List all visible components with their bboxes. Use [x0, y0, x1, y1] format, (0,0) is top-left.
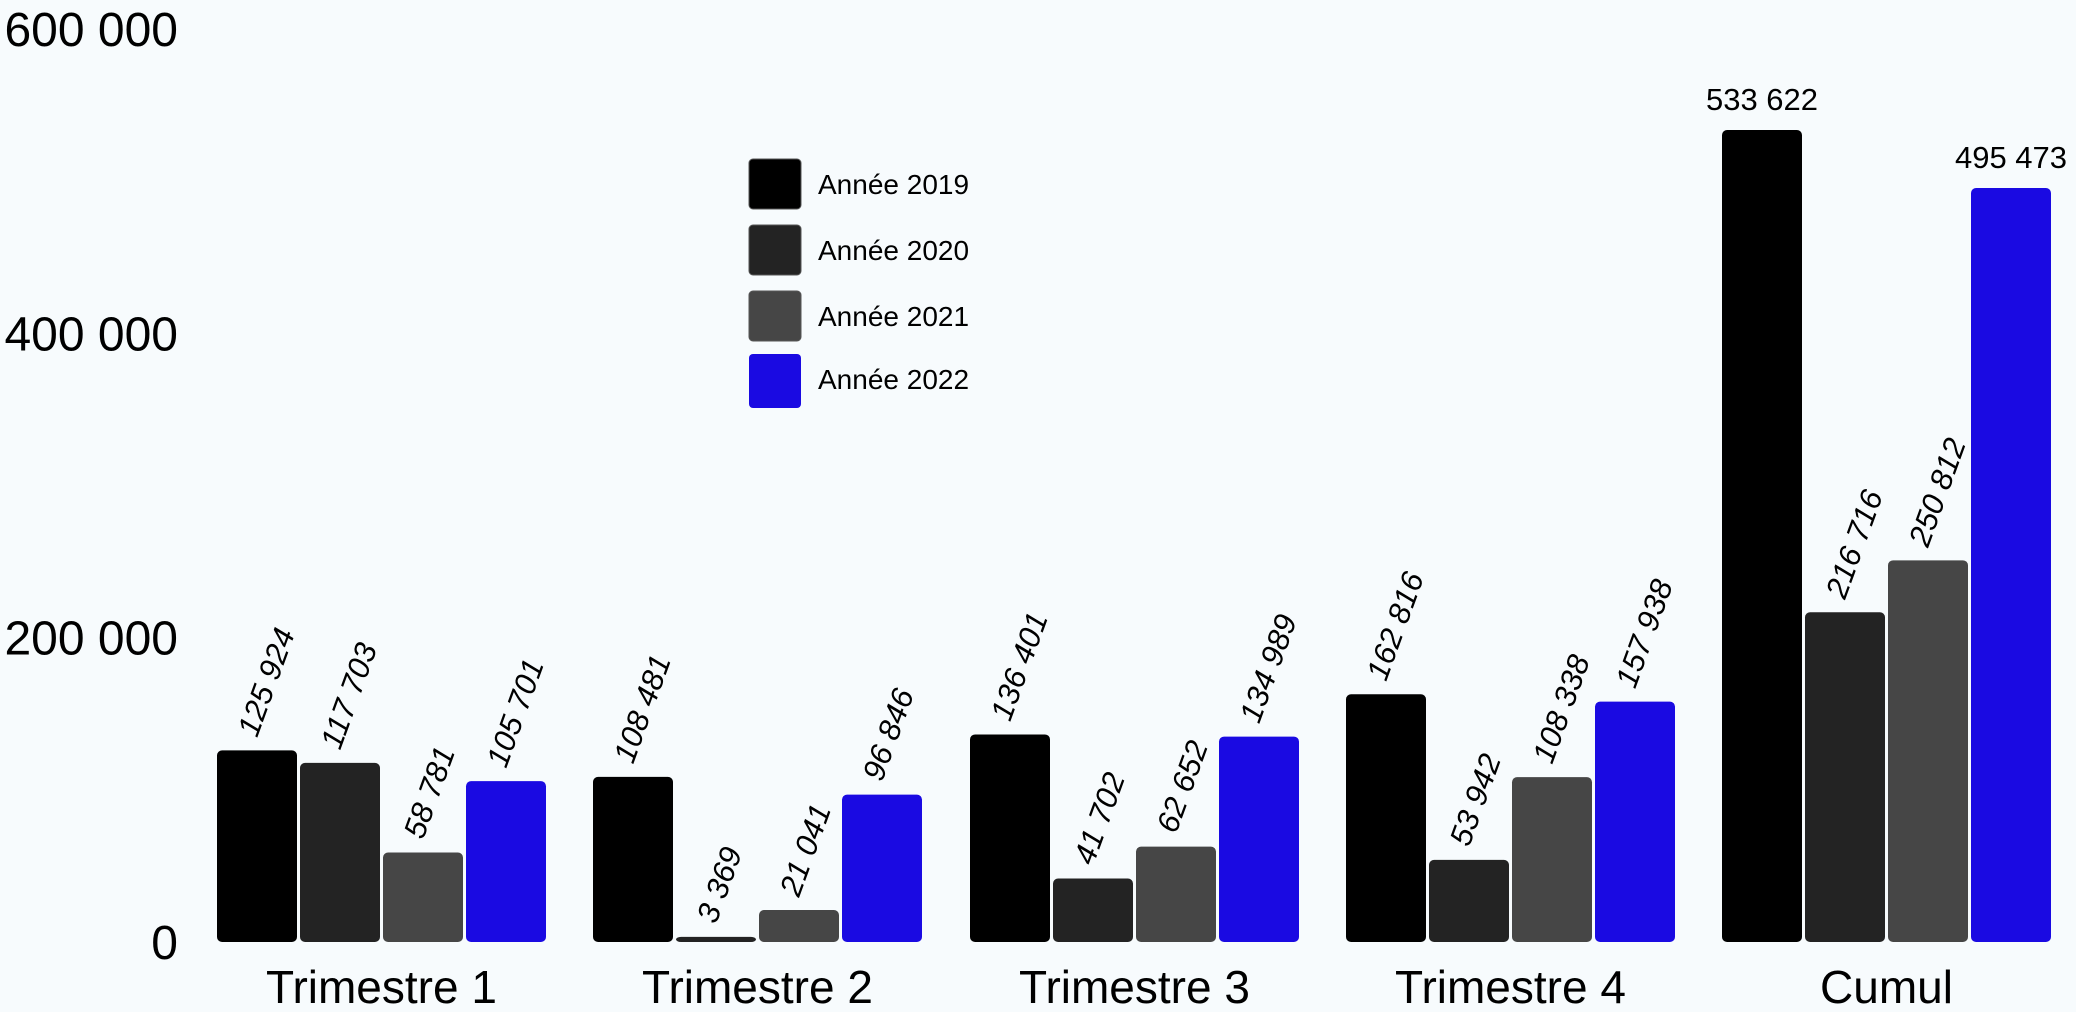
bar: [1053, 878, 1133, 942]
x-category-label: Trimestre 4: [1395, 961, 1626, 1012]
y-tick-label: 400 000: [4, 308, 178, 361]
bar: [466, 781, 546, 942]
x-category-label: Trimestre 1: [266, 961, 497, 1012]
bar: [383, 852, 463, 942]
legend-label: Année 2021: [818, 301, 969, 332]
data-label: 21 041: [772, 799, 838, 901]
bar: [1971, 188, 2051, 943]
data-label: 3 369: [690, 842, 749, 927]
bars: [217, 130, 2051, 943]
x-category-label: Trimestre 2: [642, 961, 873, 1012]
bar: [759, 909, 839, 942]
bar: [1219, 736, 1299, 942]
bar: [1429, 859, 1509, 942]
legend-label: Année 2022: [818, 364, 969, 395]
bar: [300, 762, 380, 942]
legend-label: Année 2019: [818, 169, 969, 200]
data-label: 136 401: [984, 608, 1055, 725]
y-tick-label: 0: [151, 917, 178, 970]
data-label: 250 812: [1901, 433, 1973, 551]
legend-swatch: [748, 158, 802, 210]
y-tick-label: 600 000: [4, 4, 178, 57]
data-label: 162 816: [1360, 567, 1431, 685]
data-label: 58 781: [397, 742, 462, 843]
legend-swatch: [749, 354, 801, 408]
data-label: 108 338: [1526, 650, 1597, 768]
legend-swatch: [748, 290, 802, 342]
bar: [1136, 846, 1216, 942]
data-label: 108 481: [607, 650, 678, 767]
x-axis: Trimestre 1 Trimestre 2 Trimestre 3 Trimest…: [266, 961, 1953, 1012]
legend: Année 2019 Année 2020 Année 2021 Année 2022: [748, 158, 969, 408]
data-label: 495 473: [1955, 140, 2067, 175]
bar: [1595, 701, 1675, 942]
data-label: 134 989: [1233, 610, 1304, 727]
bar: [970, 734, 1050, 942]
data-label: 53 942: [1443, 749, 1508, 850]
y-axis: 0 200 000 400 000 600 000: [4, 4, 178, 970]
bar: [1512, 777, 1592, 942]
bar: [1888, 560, 1968, 942]
data-label: 125 924: [231, 624, 302, 741]
data-label: 157 938: [1609, 574, 1680, 692]
data-label: 62 652: [1150, 736, 1215, 837]
data-label: 96 846: [856, 683, 922, 785]
bar: [1805, 612, 1885, 942]
data-label: 41 702: [1067, 768, 1132, 869]
bar: [1346, 694, 1426, 942]
bar: [1722, 130, 1802, 942]
legend-swatch: [748, 224, 802, 276]
data-label: 117 703: [314, 638, 384, 753]
data-label: 105 701: [480, 654, 551, 771]
bar: [217, 750, 297, 942]
data-label: 216 716: [1818, 485, 1890, 604]
x-category-label: Cumul: [1820, 961, 1953, 1012]
bar: [593, 776, 673, 942]
data-label: 533 622: [1706, 82, 1818, 117]
bar: [676, 936, 756, 942]
x-category-label: Trimestre 3: [1019, 961, 1250, 1012]
bar: [842, 794, 922, 942]
y-tick-label: 200 000: [4, 613, 178, 666]
legend-label: Année 2020: [818, 235, 969, 266]
